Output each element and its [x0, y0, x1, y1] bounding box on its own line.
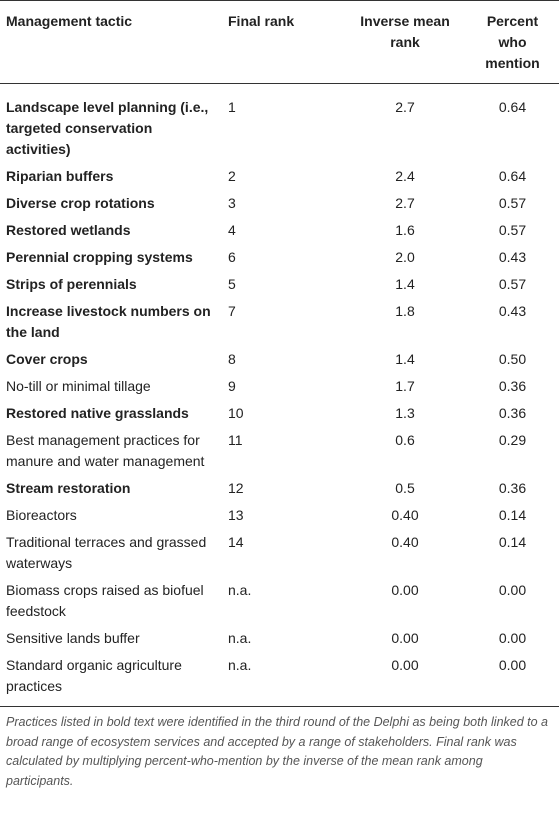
- value-cell: 9: [228, 378, 236, 394]
- tactic-cell: Increase livestock numbers on the land: [6, 303, 211, 340]
- table-row: Stream restoration 12 0.5 0.36: [0, 475, 559, 502]
- tactic-cell: Perennial cropping systems: [6, 249, 193, 265]
- value-cell: 0.00: [498, 582, 527, 598]
- value-cell: 0.40: [391, 507, 419, 523]
- value-cell: 1.8: [395, 303, 415, 319]
- value-cell: 2.4: [395, 168, 415, 184]
- table-row: Diverse crop rotations 3 2.7 0.57: [0, 190, 559, 217]
- value-cell: 0.00: [344, 652, 466, 707]
- tactic-cell: Best management practices for manure and…: [6, 432, 205, 469]
- value-cell: 3: [228, 195, 236, 211]
- value-cell: 0.36: [498, 405, 527, 421]
- value-cell: 14: [228, 534, 244, 550]
- value-cell: 5: [228, 276, 236, 292]
- table-row: Cover crops 8 1.4 0.50: [0, 346, 559, 373]
- table-row: Standard organic agriculture practices n.…: [0, 652, 559, 707]
- value-cell: 10: [228, 405, 244, 421]
- value-cell: 0.14: [498, 534, 527, 550]
- tactic-cell: Cover crops: [6, 351, 88, 367]
- table-header: Management tactic Final rank Inverse mean …: [0, 0, 559, 84]
- value-cell: 0.43: [498, 303, 527, 319]
- value-cell: 1.3: [395, 405, 415, 421]
- value-cell: n.a.: [228, 630, 252, 646]
- table-row: Biomass crops raised as biofuel feedstoc…: [0, 577, 559, 625]
- tactic-cell: Restored native grasslands: [6, 405, 189, 421]
- table-row: Strips of perennials 5 1.4 0.57: [0, 271, 559, 298]
- value-cell: 13: [228, 507, 244, 523]
- table-row: Perennial cropping systems 6 2.0 0.43: [0, 244, 559, 271]
- table-row: Landscape level planning (i.e., targeted…: [0, 84, 559, 164]
- value-cell: 0.50: [498, 351, 527, 367]
- value-cell: 7: [228, 303, 236, 319]
- value-cell: 0.14: [498, 507, 527, 523]
- table-body: Landscape level planning (i.e., targeted…: [0, 84, 559, 707]
- value-cell: 2: [228, 168, 236, 184]
- value-cell: 2.7: [395, 99, 415, 115]
- value-cell: 1.6: [395, 222, 415, 238]
- tactics-table: Management tactic Final rank Inverse mean …: [0, 0, 559, 707]
- value-cell: 2.7: [395, 195, 415, 211]
- table-row: No-till or minimal tillage 9 1.7 0.36: [0, 373, 559, 400]
- value-cell: 1: [228, 99, 236, 115]
- tactic-cell: Stream restoration: [6, 480, 131, 496]
- table-row: Increase livestock numbers on the land 7 1…: [0, 298, 559, 346]
- value-cell: n.a.: [228, 582, 252, 598]
- value-cell: 4: [228, 222, 236, 238]
- table-row: Restored native grasslands 10 1.3 0.36: [0, 400, 559, 427]
- value-cell: 0.43: [498, 249, 527, 265]
- column-header: Management tactic: [0, 0, 222, 84]
- value-cell: 0.00: [391, 582, 419, 598]
- table-row: Traditional terraces and grassed waterwa…: [0, 529, 559, 577]
- tactic-cell: Riparian buffers: [6, 168, 114, 184]
- tactic-cell: Bioreactors: [6, 507, 77, 523]
- value-cell: 0.40: [391, 534, 419, 550]
- table-row: Riparian buffers 2 2.4 0.64: [0, 163, 559, 190]
- value-cell: 0.36: [498, 480, 527, 496]
- value-cell: 0.00: [466, 652, 559, 707]
- value-cell: 11: [228, 432, 243, 448]
- value-cell: 0.6: [395, 432, 415, 448]
- value-cell: 2.0: [395, 249, 415, 265]
- value-cell: 1.7: [395, 378, 415, 394]
- value-cell: 0.57: [498, 222, 527, 238]
- value-cell: 0.00: [391, 630, 419, 646]
- value-cell: 0.64: [498, 168, 527, 184]
- table-row: Sensitive lands buffer n.a. 0.00 0.00: [0, 625, 559, 652]
- table-row: Best management practices for manure and…: [0, 427, 559, 475]
- table-row: Restored wetlands 4 1.6 0.57: [0, 217, 559, 244]
- tactic-cell: Diverse crop rotations: [6, 195, 155, 211]
- value-cell: 0.57: [498, 195, 527, 211]
- tactic-cell: Biomass crops raised as biofuel feedstoc…: [6, 582, 204, 619]
- table-row: Bioreactors 13 0.40 0.14: [0, 502, 559, 529]
- value-cell: 0.5: [395, 480, 415, 496]
- tactic-cell: Restored wetlands: [6, 222, 131, 238]
- column-header: Percent who mention: [466, 0, 559, 84]
- column-header: Inverse mean rank: [344, 0, 466, 84]
- footnote: Practices listed in bold text were ident…: [6, 715, 548, 788]
- value-cell: 0.29: [498, 432, 527, 448]
- value-cell: 0.57: [498, 276, 527, 292]
- tactic-cell: Traditional terraces and grassed waterwa…: [6, 534, 207, 571]
- header-row: Management tactic Final rank Inverse mean …: [0, 0, 559, 84]
- value-cell: 8: [228, 351, 236, 367]
- value-cell: 0.64: [498, 99, 527, 115]
- value-cell: 12: [228, 480, 244, 496]
- value-cell: 1.4: [395, 276, 415, 292]
- column-header: Final rank: [222, 0, 344, 84]
- value-cell: 6: [228, 249, 236, 265]
- value-cell: 0.36: [498, 378, 527, 394]
- value-cell: n.a.: [222, 652, 344, 707]
- value-cell: 0.00: [498, 630, 527, 646]
- tactic-cell: Landscape level planning (i.e., targeted…: [6, 99, 209, 157]
- value-cell: 1.4: [395, 351, 415, 367]
- tactic-cell: Strips of perennials: [6, 276, 137, 292]
- tactic-cell: Standard organic agriculture practices: [0, 652, 222, 707]
- tactic-cell: No-till or minimal tillage: [6, 378, 151, 394]
- tactic-cell: Sensitive lands buffer: [6, 630, 140, 646]
